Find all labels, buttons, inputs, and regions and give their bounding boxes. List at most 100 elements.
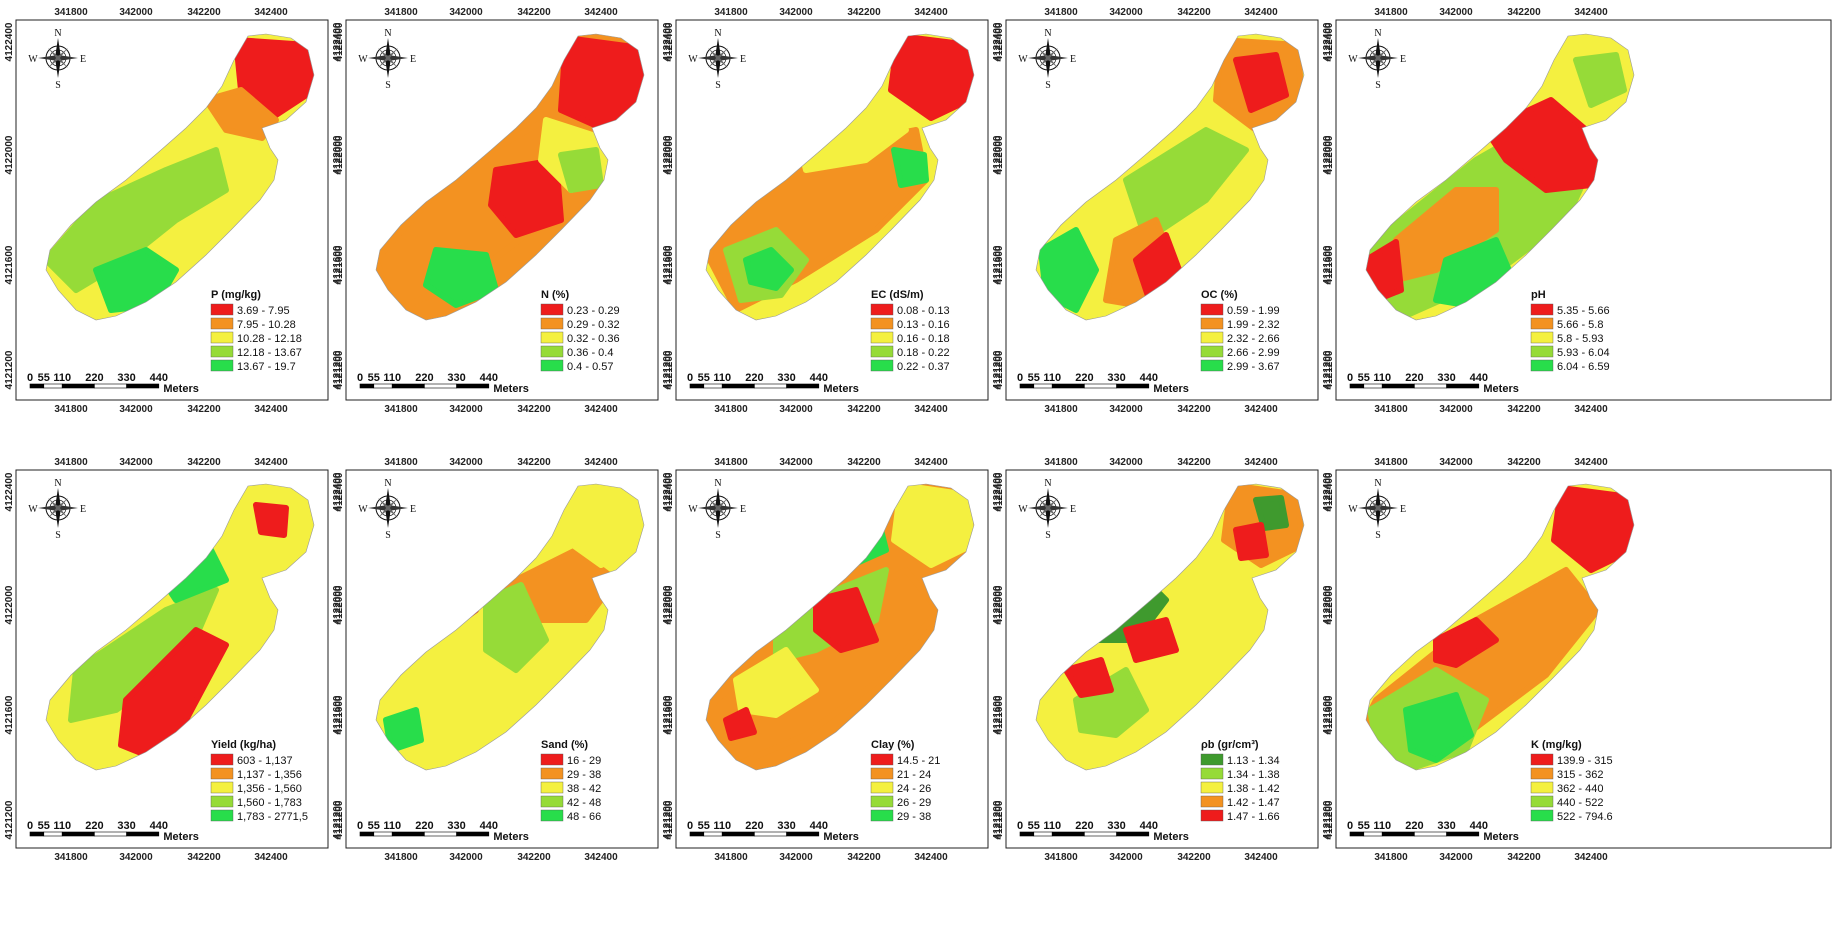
y-tick-left: 4121600 [4,695,15,734]
scale-tick-label: 220 [1075,820,1093,832]
y-tick-left: 4122000 [334,135,345,174]
map-panel-p: 341800 341800 342000 342000 342200 342200 3424… [4,7,343,415]
legend-swatch [1200,767,1224,780]
y-tick-left: 4121200 [1324,350,1335,389]
y-tick-left: 4122400 [1324,472,1335,511]
compass-s: S [55,530,61,541]
legend-title: Sand (%) [541,739,588,751]
scale-tick-label: 0 [27,372,33,384]
legend-swatch [870,345,894,358]
legend-title: ρb (gr/cm³) [1201,739,1259,751]
y-tick-left: 4121200 [1324,800,1335,839]
compass-e: E [1400,54,1406,65]
scale-tick-label: 220 [1405,820,1423,832]
x-tick-top: 342400 [914,457,948,468]
legend-class-label: 440 - 522 [1557,797,1603,809]
y-tick-left: 4122000 [994,135,1005,174]
y-tick-right: 4121600 [662,695,673,734]
scale-unit: Meters [1153,383,1188,395]
scale-tick-label: 55 [38,372,50,384]
y-tick-right: 4122400 [332,22,343,61]
scale-tick-label: 110 [1043,372,1061,384]
x-tick-bottom: 342400 [1574,404,1608,415]
x-tick-top: 342000 [1439,457,1473,468]
field-boundary [1035,483,1305,771]
legend: ρb (gr/cm³) 1.13 - 1.34 1.34 - 1.38 1.38 - … [1200,739,1280,823]
legend-swatch [210,303,234,316]
compass-e: E [1070,54,1076,65]
legend-class-label: 0.59 - 1.99 [1227,305,1280,317]
legend-class-label: 1,137 - 1,356 [237,769,302,781]
x-tick-bottom: 342200 [847,404,881,415]
y-tick-right: 4121600 [1322,245,1333,284]
legend-class-label: 16 - 29 [567,755,601,767]
legend-class-label: 522 - 794.6 [1557,811,1613,823]
y-tick-right: 4122400 [332,472,343,511]
y-tick-right: 4121200 [992,800,1003,839]
scale-tick-label: 330 [447,820,465,832]
scale-tick-label: 55 [368,820,380,832]
legend-swatch [540,781,564,794]
field-zone [891,484,974,568]
map-panel-k: 341800 341800 342000 342000 342200 342200 3424… [1324,457,1832,863]
field-zone [563,487,644,568]
scale-tick-label: 0 [687,820,693,832]
scale-tick-label: 55 [1358,820,1370,832]
scale-tick-label: 220 [1075,372,1093,384]
map-panel-bd: 341800 341800 342000 342000 342200 342200 3424… [994,457,1333,863]
legend-swatch [540,795,564,808]
scale-tick-label: 330 [1107,820,1125,832]
map-panel-ph: 341800 341800 342000 342000 342200 342200 3424… [1324,7,1832,415]
scale-unit: Meters [493,831,528,843]
legend-swatch [1200,303,1224,316]
y-tick-right: 4122000 [332,135,343,174]
scale-tick-label: 55 [1358,372,1370,384]
scale-tick-label: 0 [1347,372,1353,384]
legend-title: OC (%) [1201,289,1238,301]
legend-class-label: 1.13 - 1.34 [1227,755,1280,767]
x-tick-bottom: 342400 [254,404,288,415]
legend-class-label: 315 - 362 [1557,769,1603,781]
compass-rose-icon: N S E W [688,28,746,91]
legend-title: pH [1531,289,1546,301]
x-tick-top: 341800 [714,7,748,18]
x-tick-bottom: 342400 [584,852,618,863]
x-tick-bottom: 341800 [1044,404,1078,415]
x-tick-bottom: 342400 [914,404,948,415]
legend-class-label: 139.9 - 315 [1557,755,1613,767]
legend-class-label: 26 - 29 [897,797,931,809]
legend-swatch [210,753,234,766]
x-tick-top: 342000 [1439,7,1473,18]
map-panel-clay: 341800 341800 342000 342000 342200 342200 3424… [664,457,1003,863]
field-boundary [1035,33,1305,321]
scale-tick-label: 110 [383,372,401,384]
compass-n: N [54,28,61,39]
field-zone [558,147,604,193]
field-zone [1123,617,1179,663]
scale-unit: Meters [163,831,198,843]
y-tick-right: 4121200 [332,800,343,839]
y-tick-left: 4122000 [1324,585,1335,624]
x-tick-bottom: 342000 [449,404,483,415]
compass-s: S [1375,80,1381,91]
compass-e: E [1400,504,1406,515]
legend-title: K (mg/kg) [1531,739,1582,751]
legend-swatch [870,317,894,330]
compass-n: N [1044,28,1051,39]
x-tick-bottom: 342200 [187,404,221,415]
scale-tick-label: 220 [745,372,763,384]
x-tick-bottom: 342200 [1507,404,1541,415]
legend-swatch [1530,767,1554,780]
legend-class-label: 0.18 - 0.22 [897,347,950,359]
compass-e: E [410,54,416,65]
y-tick-left: 4121200 [4,350,15,389]
x-tick-bottom: 342000 [119,404,153,415]
legend-class-label: 0.16 - 0.18 [897,333,950,345]
scale-tick-label: 55 [1028,372,1040,384]
scale-tick-label: 440 [150,372,168,384]
legend-swatch [870,781,894,794]
field-zone [1253,495,1289,531]
field-zone [1403,692,1474,763]
legend: OC (%) 0.59 - 1.99 1.99 - 2.32 2.32 - 2.66 2… [1200,289,1280,373]
compass-w: W [1018,504,1028,515]
